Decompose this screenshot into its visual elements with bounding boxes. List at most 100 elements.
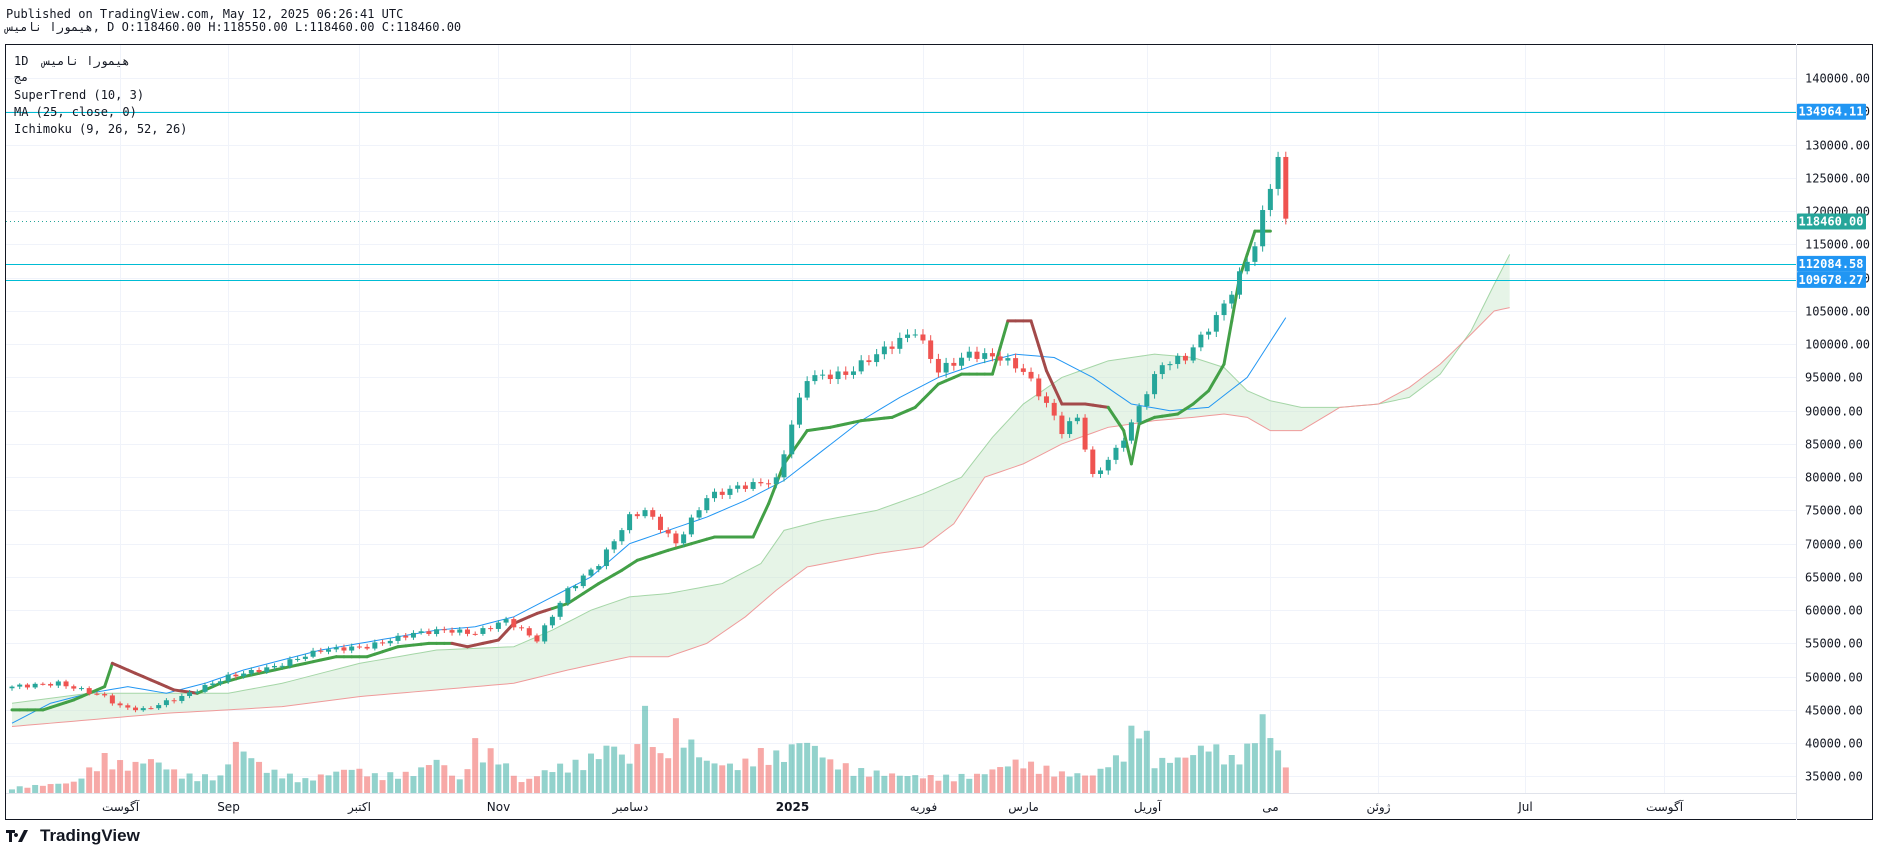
candle-body xyxy=(580,575,586,587)
volume-bar xyxy=(711,763,718,793)
candle-body xyxy=(1198,334,1204,348)
time-tick-label: آگوست xyxy=(102,799,140,815)
candle-body xyxy=(1144,394,1150,407)
candle-body xyxy=(1028,371,1034,379)
candle-body xyxy=(1167,364,1173,366)
candle-body xyxy=(225,674,231,682)
supertrend-segment xyxy=(1176,407,1187,416)
candle-body xyxy=(843,371,849,375)
volume-bar xyxy=(881,775,888,793)
candle-body xyxy=(403,635,409,638)
candle-body xyxy=(858,360,864,372)
candle-body xyxy=(94,693,100,695)
price-tag xyxy=(1797,271,1866,288)
candle-body xyxy=(1020,368,1026,372)
candle-body xyxy=(835,371,841,380)
volume-bar xyxy=(240,751,247,793)
candle-body xyxy=(48,683,54,686)
volume-bar xyxy=(889,773,896,793)
volume-bar xyxy=(256,761,263,793)
candle-body xyxy=(1005,358,1011,361)
price-tick-label: 105000.00 xyxy=(1805,305,1870,319)
candle-body xyxy=(827,374,833,380)
volume-bar xyxy=(47,784,54,793)
volume-bar xyxy=(317,774,324,793)
candle-body xyxy=(657,516,663,530)
volume-bar xyxy=(194,781,201,793)
legend-ichimoku[interactable]: Ichimoku (9, 26, 52, 26) xyxy=(14,122,188,136)
ma-path xyxy=(11,317,1287,724)
candle-body xyxy=(210,683,216,686)
candle-body xyxy=(603,549,609,567)
grid xyxy=(6,45,1796,793)
candle-body xyxy=(997,356,1003,361)
price-tick-label: 75000.00 xyxy=(1805,504,1863,518)
volume-bar xyxy=(140,763,147,793)
volume-bar xyxy=(850,775,857,793)
candle-body xyxy=(117,703,123,706)
time-tick-label: می xyxy=(1262,800,1278,814)
volume-bar xyxy=(1012,759,1019,793)
volume-bar xyxy=(495,764,502,793)
tradingview-logo[interactable]: TradingView xyxy=(6,826,140,846)
volume-bar xyxy=(449,775,456,793)
candle-body xyxy=(187,692,193,696)
volume-bar xyxy=(943,774,950,793)
volume-bar xyxy=(858,768,865,793)
price-tick-label: 125000.00 xyxy=(1805,172,1870,186)
ichimoku-cloud xyxy=(11,254,1511,728)
volume-bar xyxy=(202,774,208,793)
candle-body xyxy=(434,629,440,635)
legend-interval[interactable]: 1D هیمورا ناميس xyxy=(14,54,130,68)
candle-body xyxy=(866,360,872,363)
volume-bar xyxy=(325,775,332,793)
candle-body xyxy=(758,482,764,484)
time-tick-label: اکتبر xyxy=(347,800,371,815)
volume-bar xyxy=(634,744,641,793)
volume-bar xyxy=(402,771,409,793)
price-tick-label: 60000.00 xyxy=(1805,604,1863,618)
volume-bar xyxy=(734,770,741,793)
volume-bar xyxy=(9,789,15,793)
volume-bar xyxy=(997,767,1004,793)
candle-body xyxy=(943,362,949,373)
candle-body xyxy=(318,650,324,652)
candle-body xyxy=(387,640,393,644)
volume-bar xyxy=(1143,730,1150,793)
volume-bar xyxy=(672,718,679,793)
candle-body xyxy=(32,683,38,688)
volume-bar xyxy=(310,780,317,793)
candle-body xyxy=(1190,347,1196,361)
candle-body xyxy=(1051,402,1057,416)
candle-body xyxy=(974,351,980,359)
candle-body xyxy=(542,625,548,642)
candle-body xyxy=(611,541,617,550)
candle-body xyxy=(596,566,602,570)
price-axis: 35000.00 40000.00 45000.00 50000.00 55000.00… xyxy=(1805,72,1870,784)
volume-bar xyxy=(1112,755,1119,793)
volume-bar xyxy=(1097,768,1104,793)
legend-ma[interactable]: MA (25, close, 0) xyxy=(14,105,137,119)
volume-bar xyxy=(827,759,834,793)
volume-bar xyxy=(433,759,440,793)
volume-bar xyxy=(981,774,988,793)
price-tick-label: 100000.00 xyxy=(1805,338,1870,352)
time-tick-label: آگوست xyxy=(1646,799,1684,815)
volume-bar xyxy=(526,778,533,793)
legend-supertrend[interactable]: SuperTrend (10, 3) xyxy=(14,88,145,102)
supertrend-segment xyxy=(1199,389,1211,399)
volume-bar xyxy=(726,763,733,793)
price-tag-label: 118460.00 xyxy=(1798,214,1863,228)
candle-body xyxy=(194,691,200,693)
time-tick-label: Nov xyxy=(487,800,510,814)
volume-bar xyxy=(912,775,919,793)
price-tick-label: 95000.00 xyxy=(1805,371,1863,385)
volume-bar xyxy=(541,770,548,793)
volume-bar xyxy=(1167,762,1173,793)
candle-body xyxy=(1244,261,1250,272)
volume-bar xyxy=(472,738,479,793)
price-tick-label: 45000.00 xyxy=(1805,704,1863,718)
candle-body xyxy=(982,353,988,359)
volume-bar xyxy=(935,780,942,793)
